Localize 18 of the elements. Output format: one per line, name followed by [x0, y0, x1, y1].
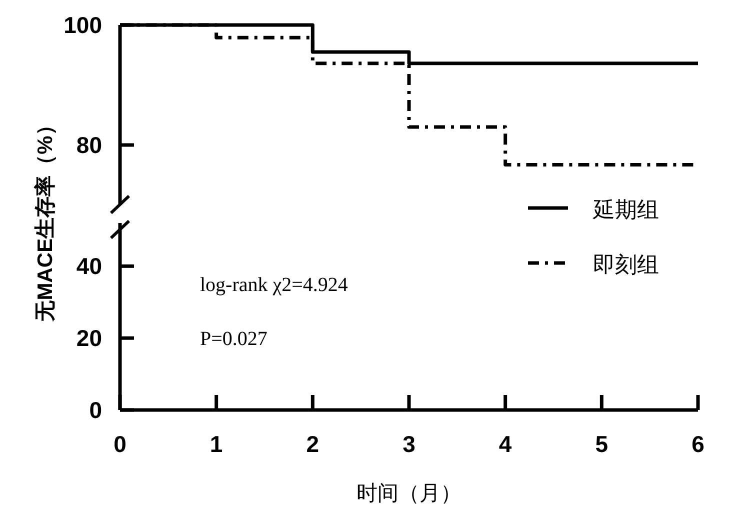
x-tick-label: 4: [498, 431, 512, 457]
x-tick-label: 1: [210, 431, 223, 457]
legend-label: 即刻组: [593, 252, 659, 277]
y-axis-title: 无MACE生存率（%）: [33, 114, 57, 322]
y-tick-label: 100: [64, 12, 102, 38]
y-tick-label: 80: [76, 132, 102, 158]
y-tick-label: 20: [76, 325, 102, 352]
x-tick-label: 0: [114, 431, 126, 457]
legend-label: 延期组: [592, 197, 659, 222]
x-tick-label: 5: [595, 431, 608, 457]
y-tick-label: 40: [76, 253, 102, 280]
annotation: log-rank χ2=4.924: [200, 274, 348, 296]
x-tick-label: 6: [692, 431, 704, 457]
x-tick-label: 2: [306, 431, 320, 457]
y-tick-label: 0: [89, 397, 102, 423]
x-tick-label: 3: [402, 431, 416, 457]
annotation: P=0.027: [200, 328, 268, 350]
x-axis-title: 时间（月）: [356, 482, 462, 505]
